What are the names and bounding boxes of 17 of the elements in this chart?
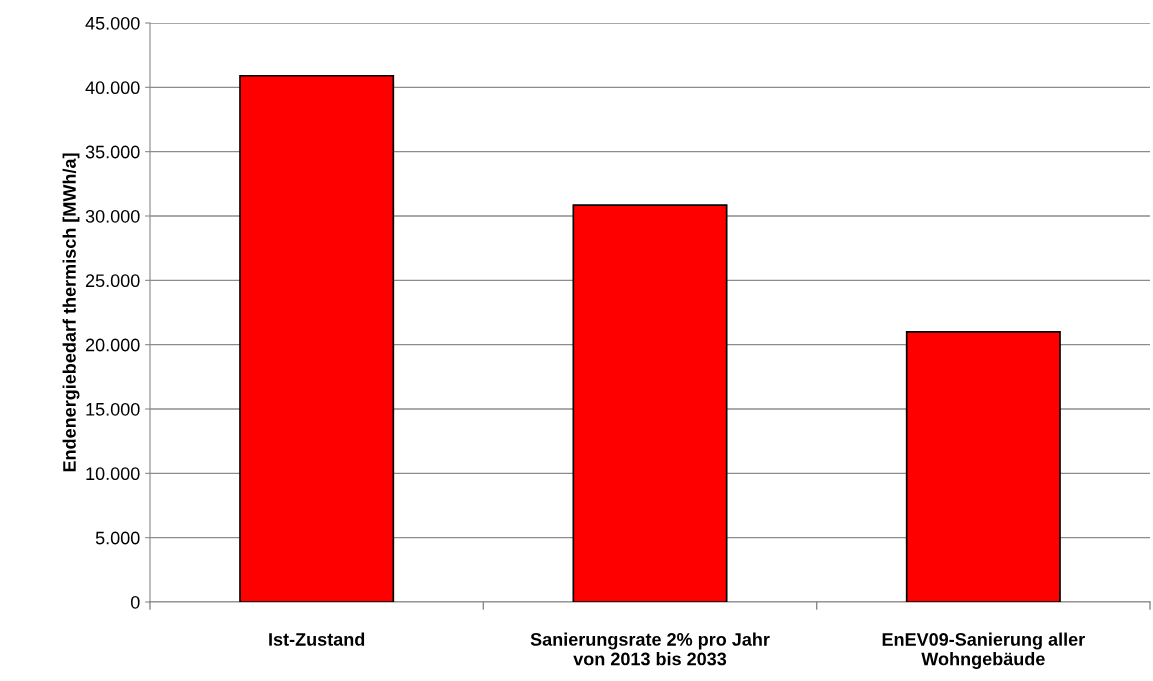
x-tick-label: EnEV09-Sanierung aller Wohngebäude <box>882 632 1085 669</box>
x-tick-label: Ist-Zustand <box>269 632 365 646</box>
y-tick-label: 10.000 <box>86 467 140 481</box>
y-tick-label: 25.000 <box>85 274 140 288</box>
y-tick-label: 35.000 <box>85 145 140 159</box>
y-tick-label: 40.000 <box>85 81 140 95</box>
bar <box>572 204 728 602</box>
y-tick-label: 45.000 <box>85 16 140 30</box>
y-axis-title: Endenergiebedarf thermisch [MWh/a] <box>62 153 80 472</box>
y-tick-label: 15.000 <box>86 402 140 416</box>
bar <box>905 330 1061 602</box>
bar <box>239 74 395 602</box>
y-tick-label: 20.000 <box>85 338 140 352</box>
y-tick-label: 5.000 <box>95 531 140 545</box>
x-tick-label: Sanierungsrate 2% pro Jahr von 2013 bis 2033 <box>530 632 770 666</box>
y-tick-label: 30.000 <box>85 209 140 223</box>
y-tick-label: 0 <box>130 595 140 609</box>
